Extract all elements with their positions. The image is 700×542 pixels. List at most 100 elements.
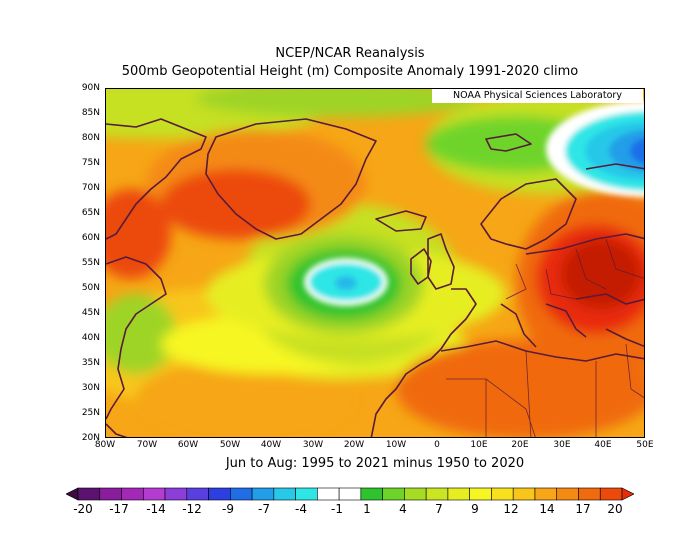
colorbar-swatch xyxy=(251,487,275,501)
lat-label: 40N xyxy=(81,333,100,343)
colorbar-label: 17 xyxy=(575,502,591,516)
coast-west-africa xyxy=(370,363,422,437)
colorbar-label: 14 xyxy=(539,502,555,516)
lat-label: 25N xyxy=(81,408,100,418)
coast-france-iberia xyxy=(420,288,477,365)
border-russia xyxy=(605,238,644,279)
colorbar-swatch xyxy=(77,487,101,501)
colorbar-swatch xyxy=(599,487,623,501)
lon-label: 60W xyxy=(177,440,199,450)
colorbar-swatch xyxy=(142,487,166,501)
colorbar-swatch xyxy=(425,487,449,501)
map-canvas xyxy=(106,89,644,437)
lon-label: 70W xyxy=(136,440,158,450)
lon-label: 50W xyxy=(219,440,241,450)
lat-label: 55N xyxy=(81,258,100,268)
colorbar-label: 1 xyxy=(363,502,371,516)
field-africa-orange xyxy=(396,339,644,437)
lon-label: 10W xyxy=(385,440,407,450)
coast-russian-arctic xyxy=(585,163,644,170)
credit-label: NOAA Physical Sciences Laboratory xyxy=(432,89,643,103)
lat-label: 20N xyxy=(81,433,100,443)
colorbar-swatch xyxy=(230,487,253,501)
colorbar-label: -17 xyxy=(109,502,129,516)
coast-north-africa xyxy=(440,340,644,362)
colorbar-label: -12 xyxy=(182,502,202,516)
border-germany xyxy=(505,263,527,300)
field-barents-blue xyxy=(609,129,644,173)
border-algeria-libya xyxy=(525,350,532,437)
colorbar-swatch xyxy=(186,487,209,501)
date-range-subtitle: Jun to Aug: 1995 to 2021 minus 1950 to 2… xyxy=(225,456,525,471)
lat-label: 75N xyxy=(81,158,100,168)
coast-italy xyxy=(500,303,537,348)
colorbar-label: 12 xyxy=(503,502,519,516)
lat-label: 30N xyxy=(81,383,100,393)
coast-balkans xyxy=(545,303,587,338)
lon-label: 30E xyxy=(553,440,571,450)
field-southwest-orange xyxy=(136,359,356,437)
coast-north-america-east xyxy=(106,256,167,420)
title-line1: NCEP/NCAR Reanalysis xyxy=(275,46,425,61)
colorbar-label: 9 xyxy=(471,502,479,516)
lat-label: 60N xyxy=(81,233,100,243)
colorbar-label: -7 xyxy=(258,502,270,516)
colorbar-swatch xyxy=(164,487,188,501)
lon-label: 20W xyxy=(343,440,365,450)
colorbar-label: 7 xyxy=(435,502,443,516)
coast-greenland xyxy=(205,118,377,240)
lon-label: 10E xyxy=(470,440,488,450)
colorbar-swatch xyxy=(578,487,601,501)
field-band-north-green xyxy=(196,89,476,117)
colorbar-swatch xyxy=(338,487,362,501)
colorbar-label: -9 xyxy=(222,502,234,516)
anomaly-map xyxy=(105,88,645,438)
coast-scandinavia xyxy=(480,178,577,250)
lat-label: 35N xyxy=(81,358,100,368)
lat-label: 50N xyxy=(81,283,100,293)
field-east-coast-green xyxy=(106,294,176,374)
coast-black-sea xyxy=(575,293,644,305)
coast-turkey xyxy=(605,328,644,348)
coast-baltic xyxy=(525,233,644,255)
colorbar-arrow-left xyxy=(66,487,79,501)
coast-svalbard xyxy=(485,133,532,152)
field-europe-darkred xyxy=(561,239,641,309)
colorbar-swatch xyxy=(121,487,144,501)
colorbar-swatch xyxy=(99,487,122,501)
colorbar-label: 4 xyxy=(399,502,407,516)
lon-label: 30W xyxy=(302,440,324,450)
title-line2: 500mb Geopotential Height (m) Composite … xyxy=(121,64,579,79)
lat-label: 85N xyxy=(81,108,100,118)
borders xyxy=(446,238,644,437)
coast-canadian-arctic xyxy=(106,118,207,240)
lat-label: 45N xyxy=(81,308,100,318)
colorbar-swatch xyxy=(447,487,470,501)
colorbar-label: -14 xyxy=(146,502,166,516)
colorbar-swatch xyxy=(469,487,492,501)
field-greenland-red xyxy=(161,169,311,239)
coast-iceland xyxy=(375,210,427,232)
colorbar-swatch xyxy=(317,487,340,501)
coast-britain xyxy=(427,233,455,290)
colorbar-swatch xyxy=(512,487,536,501)
colorbar xyxy=(66,487,634,501)
colorbar-swatch xyxy=(491,487,514,501)
lon-label: 20E xyxy=(511,440,529,450)
border-poland-ukraine xyxy=(575,248,607,290)
coastlines xyxy=(106,118,644,437)
colorbar-swatch xyxy=(534,487,558,501)
field-labrador-red xyxy=(106,189,171,279)
coast-florida xyxy=(106,423,128,437)
colorbar-arrow-right xyxy=(621,487,634,501)
colorbar-label: 20 xyxy=(607,502,623,516)
border-middle-east xyxy=(625,343,644,399)
colorbar-label: -4 xyxy=(295,502,307,516)
lon-label: 50E xyxy=(636,440,654,450)
lon-label: 40W xyxy=(260,440,282,450)
colorbar-swatch xyxy=(208,487,231,501)
lon-label: 40E xyxy=(594,440,612,450)
colorbar-swatch xyxy=(273,487,296,501)
colorbar-swatch xyxy=(404,487,427,501)
lat-label: 90N xyxy=(81,83,100,93)
